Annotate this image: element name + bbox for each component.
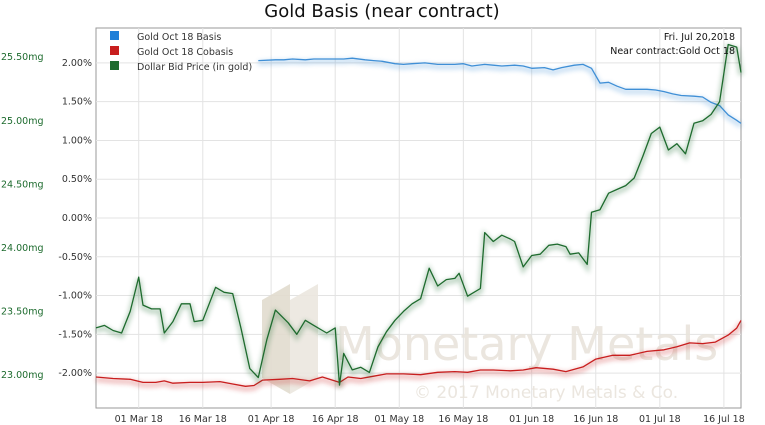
series-line-dollar <box>95 43 742 386</box>
series-shadow-dollar <box>95 43 744 388</box>
series-layer <box>95 43 744 392</box>
tick-label-x: 16 Mar 18 <box>179 414 227 425</box>
tick-label-left: 25.50mg <box>1 52 43 63</box>
tick-label-right: 1.00% <box>62 135 92 146</box>
tick-label-x: 16 Jul 18 <box>703 414 745 425</box>
chart-title: Gold Basis (near contract) <box>264 1 499 22</box>
tick-label-x: 16 Apr 18 <box>312 414 359 425</box>
tick-label-right: 2.00% <box>62 58 92 69</box>
legend-dollar[interactable]: Dollar Bid Price (in gold) <box>137 62 252 73</box>
series-shadow-cobasis <box>95 321 744 392</box>
tick-label-x: 01 Jun 18 <box>509 414 554 425</box>
tick-label-left: 24.50mg <box>1 179 43 190</box>
info-date: Fri. Jul 20,2018 <box>664 32 735 43</box>
tick-label-x: 16 Jun 18 <box>573 414 618 425</box>
tick-label-x: 01 Apr 18 <box>248 414 295 425</box>
tick-label-right: 0.00% <box>62 213 92 224</box>
right-axis: -2.00% -1.50% -1.00% -0.50% 0.00% 0.50% 1.00% 1… <box>58 58 92 379</box>
tick-label-right: 0.50% <box>62 174 92 185</box>
series-line-basis <box>258 57 742 124</box>
series-line-cobasis <box>95 320 742 387</box>
x-axis: 01 Mar 18 16 Mar 18 01 Apr 18 16 Apr 18 01 M… <box>115 414 745 425</box>
tick-label-x: 01 May 18 <box>374 414 424 425</box>
tick-label-right: -0.50% <box>58 252 92 263</box>
legend-cobasis[interactable]: Gold Oct 18 Cobasis <box>137 47 233 58</box>
tick-label-left: 23.00mg <box>1 370 43 381</box>
info-contract: Near contract:Gold Oct 18 <box>610 46 735 57</box>
tick-label-right: -1.00% <box>58 291 92 302</box>
legend-swatch-cobasis <box>110 46 119 55</box>
tick-label-right: -1.50% <box>58 329 92 340</box>
tick-label-left: 25.00mg <box>1 116 43 127</box>
legend: Gold Oct 18 Basis Gold Oct 18 Cobasis Do… <box>110 31 252 73</box>
tick-label-x: 01 Mar 18 <box>115 414 163 425</box>
legend-swatch-dollar <box>110 61 119 70</box>
watermark: Monetary Metals © 2017 Monetary Metals &… <box>262 284 718 403</box>
tick-label-x: 16 May 18 <box>438 414 488 425</box>
watermark-title: Monetary Metals <box>335 317 718 371</box>
watermark-logo <box>290 284 318 394</box>
tick-label-left: 23.50mg <box>1 306 43 317</box>
left-axis: 23.00mg 23.50mg 24.00mg 24.50mg 25.00mg 25.50… <box>1 52 43 381</box>
watermark-copyright: © 2017 Monetary Metals & Co. <box>414 383 678 403</box>
legend-swatch-basis <box>110 31 119 40</box>
tick-label-x: 01 Jul 18 <box>639 414 681 425</box>
tick-label-left: 24.00mg <box>1 243 43 254</box>
info-box: Fri. Jul 20,2018 Near contract:Gold Oct … <box>610 32 735 57</box>
legend-basis[interactable]: Gold Oct 18 Basis <box>137 32 221 43</box>
tick-label-right: 1.50% <box>62 97 92 108</box>
tick-label-right: -2.00% <box>58 368 92 379</box>
series-shadow-basis <box>258 58 743 128</box>
watermark-logo-shade <box>262 284 290 394</box>
